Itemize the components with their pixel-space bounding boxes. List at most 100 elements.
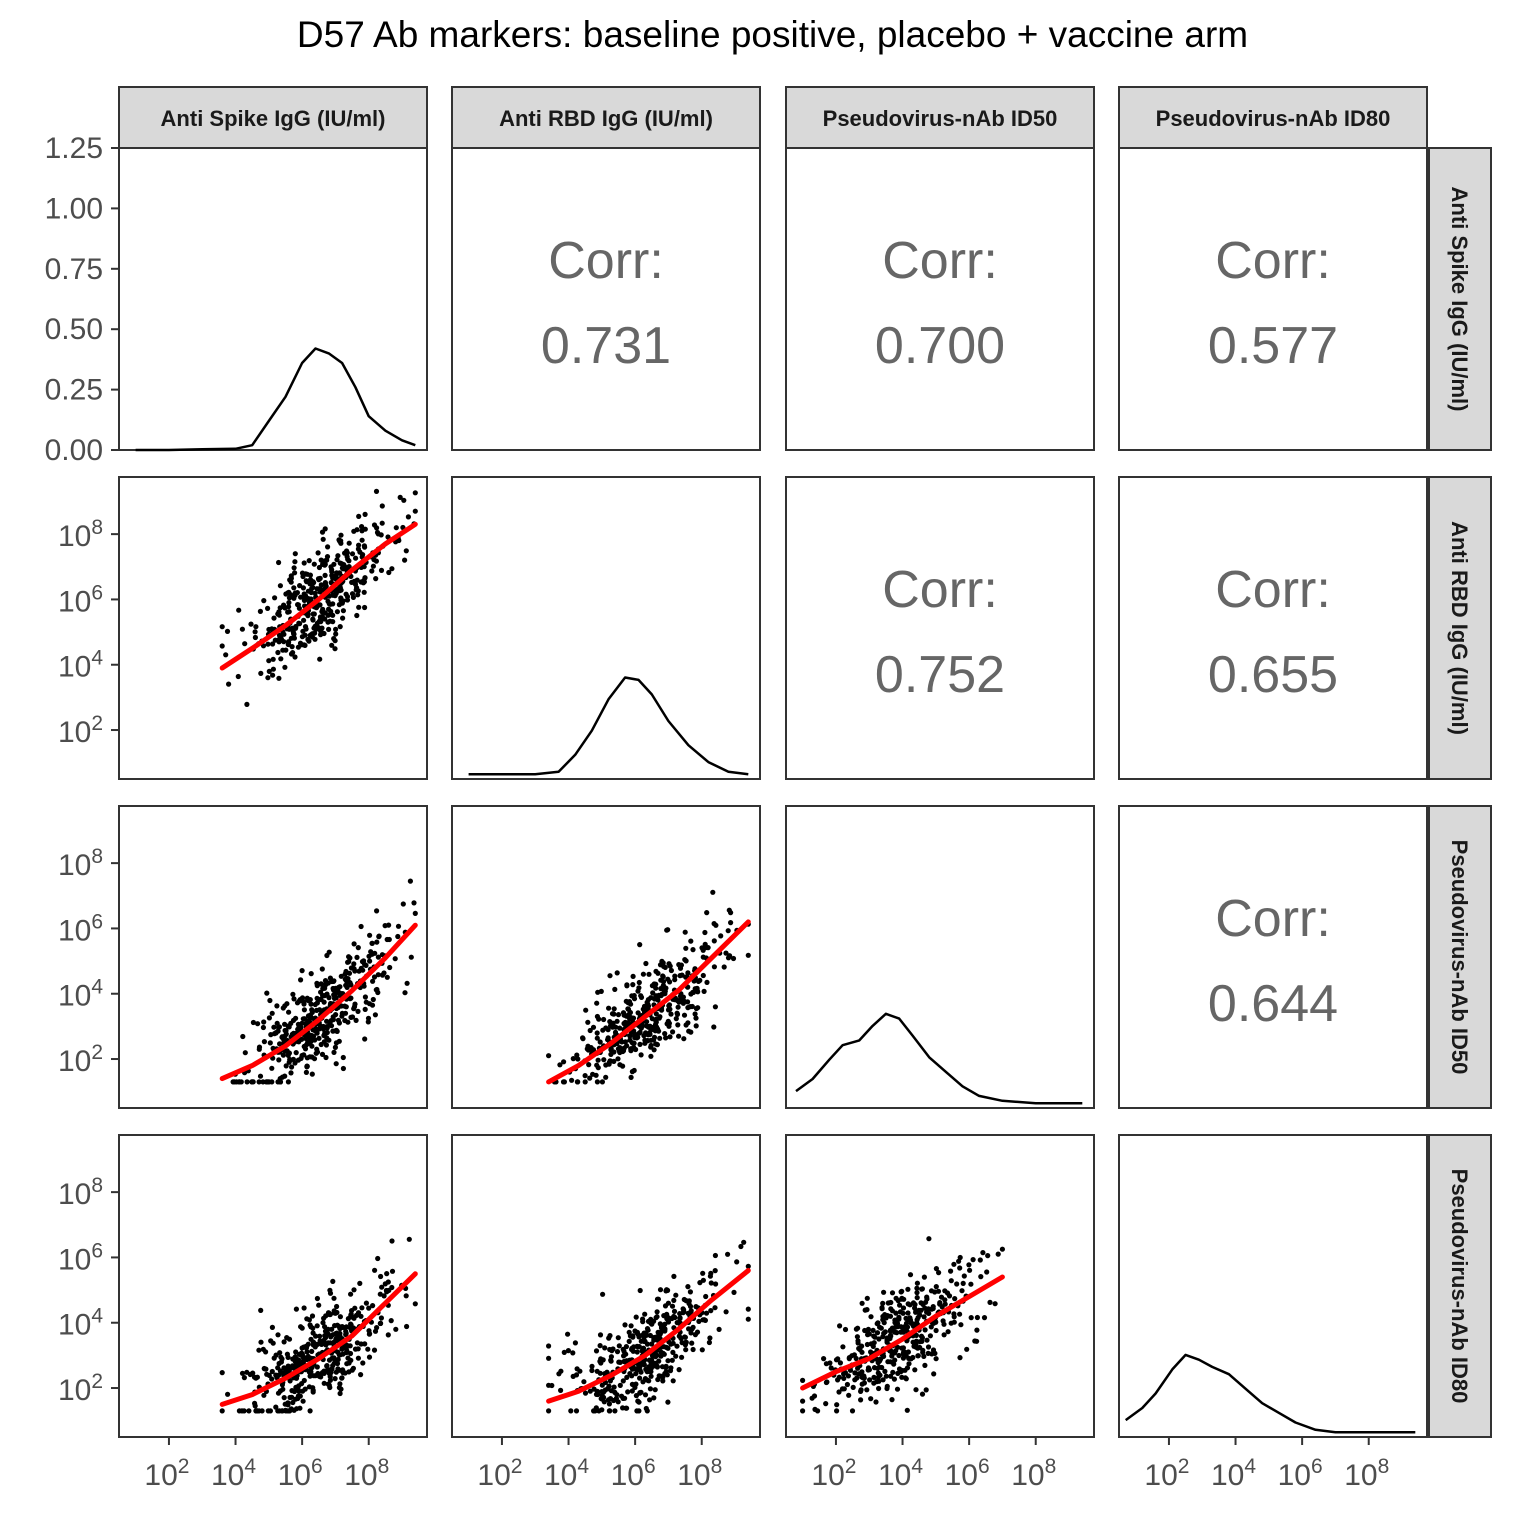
scatter-point-r3-c1 <box>622 1395 628 1401</box>
scatter-point-r1-c0 <box>309 634 315 640</box>
scatter-point-r3-c0 <box>363 1300 369 1306</box>
scatter-point-r2-c0 <box>351 941 357 947</box>
scatter-point-r2-c1 <box>583 1007 589 1013</box>
scatter-point-r2-c1 <box>650 990 656 996</box>
scatter-point-r3-c1 <box>670 1349 676 1355</box>
scatter-point-r3-c2 <box>912 1301 918 1308</box>
scatter-point-r2-c1 <box>651 1047 657 1053</box>
scatter-point-r3-c2 <box>875 1320 881 1326</box>
scatter-point-r3-c0 <box>219 1370 225 1376</box>
scatter-point-r2-c0 <box>293 1050 299 1056</box>
scatter-point-r3-c0 <box>327 1377 333 1383</box>
scatter-point-r3-c2 <box>868 1349 874 1355</box>
scatter-point-r3-c0 <box>300 1358 306 1364</box>
scatter-point-r2-c0 <box>362 1036 368 1042</box>
scatter-point-r3-c0 <box>366 1305 372 1311</box>
scatter-point-r2-c0 <box>273 1030 279 1036</box>
scatter-point-r2-c0 <box>340 1065 346 1072</box>
scatter-point-r3-c2 <box>985 1253 991 1259</box>
scatter-point-r3-c1 <box>716 1326 722 1332</box>
scatter-point-r2-c1 <box>594 1000 600 1006</box>
scatter-point-r3-c2 <box>865 1330 871 1336</box>
scatter-point-r1-c0 <box>389 566 395 572</box>
scatter-point-r2-c0 <box>351 966 357 972</box>
scatter-point-r3-c0 <box>225 1391 231 1397</box>
scatter-point-r2-c0 <box>325 980 331 986</box>
scatter-point-r1-c0 <box>338 595 344 601</box>
scatter-point-r3-c2 <box>891 1361 897 1367</box>
scatter-point-r2-c1 <box>685 1020 691 1026</box>
scatter-point-r3-c1 <box>600 1357 606 1363</box>
scatter-point-r2-c0 <box>404 980 410 986</box>
scatter-point-r2-c0 <box>276 1057 282 1063</box>
scatter-point-r3-c2 <box>974 1327 980 1333</box>
scatter-point-r1-c0 <box>257 608 263 615</box>
scatter-point-r2-c1 <box>648 1053 654 1059</box>
scatter-point-r3-c1 <box>662 1303 669 1309</box>
strip-right-0 <box>1428 147 1492 451</box>
x-tick-label: 108 <box>344 1455 389 1492</box>
scatter-point-r3-c1 <box>745 1263 751 1269</box>
scatter-point-r2-c1 <box>646 971 652 977</box>
scatter-point-r1-c0 <box>322 562 328 568</box>
scatter-point-r2-c0 <box>358 923 364 930</box>
scatter-point-r1-c0 <box>322 581 329 588</box>
scatter-point-r3-c1 <box>577 1368 583 1374</box>
scatter-point-r2-c0 <box>321 999 327 1005</box>
scatter-point-r3-c2 <box>957 1265 963 1271</box>
scatter-point-r1-c0 <box>379 520 385 526</box>
scatter-point-r3-c1 <box>679 1354 685 1360</box>
scatter-point-r2-c0 <box>326 995 332 1001</box>
scatter-point-r2-c0 <box>267 1040 273 1046</box>
scatter-point-r3-c2 <box>849 1408 856 1414</box>
fit-line-r3-c1 <box>546 1268 751 1404</box>
scatter-point-r2-c0 <box>333 1061 339 1067</box>
scatter-point-r3-c2 <box>858 1387 864 1393</box>
scatter-point-r2-c0 <box>323 1054 329 1061</box>
scatter-point-r3-c1 <box>642 1338 648 1344</box>
scatter-point-r1-c0 <box>311 580 317 586</box>
scatter-point-r1-c0 <box>278 636 284 642</box>
x-tick-label: 108 <box>1344 1455 1389 1492</box>
scatter-point-r2-c0 <box>351 1006 357 1012</box>
scatter-point-r2-c1 <box>626 999 633 1005</box>
scatter-point-r3-c0 <box>299 1345 305 1351</box>
scatter-point-r2-c1 <box>645 1001 651 1007</box>
scatter-point-r3-c1 <box>558 1387 564 1393</box>
scatter-point-r1-c0 <box>324 554 331 560</box>
scatter-point-r1-c0 <box>219 643 225 649</box>
scatter-point-r2-c0 <box>369 940 375 946</box>
scatter-point-r2-c1 <box>682 957 688 963</box>
scatter-point-r3-c2 <box>905 1310 911 1316</box>
scatter-point-r3-c2 <box>928 1324 934 1330</box>
scatter-point-r3-c1 <box>700 1277 707 1283</box>
scatter-point-r3-c1 <box>600 1291 606 1297</box>
y-tick-label: 104 <box>58 647 103 684</box>
scatter-point-r3-c1 <box>601 1389 607 1395</box>
scatter-point-r3-c0 <box>293 1384 299 1390</box>
scatter-point-r3-c0 <box>267 1408 273 1414</box>
scatter-point-r2-c1 <box>651 1027 657 1033</box>
scatter-point-r2-c1 <box>721 964 727 970</box>
scatter-point-r2-c0 <box>301 1001 307 1007</box>
scatter-point-r2-c1 <box>630 973 636 980</box>
scatter-point-r2-c1 <box>674 1010 680 1016</box>
scatter-point-r3-c2 <box>887 1313 894 1319</box>
scatter-point-r2-c1 <box>588 1045 594 1051</box>
scatter-point-r3-c2 <box>851 1352 858 1358</box>
density-tick-label: 0.75 <box>45 253 103 286</box>
scatter-point-r2-c0 <box>331 978 337 984</box>
scatter-point-r1-c0 <box>298 594 304 600</box>
scatter-point-r3-c1 <box>630 1333 636 1339</box>
scatter-point-r3-c2 <box>800 1398 806 1404</box>
scatter-point-r3-c2 <box>854 1334 861 1340</box>
scatter-point-r3-c1 <box>615 1399 621 1405</box>
scatter-point-r1-c0 <box>292 559 298 565</box>
scatter-point-r3-c2 <box>895 1324 901 1330</box>
scatter-point-r2-c1 <box>657 1035 663 1041</box>
scatter-point-r2-c0 <box>375 972 381 978</box>
scatter-point-r3-c1 <box>631 1365 637 1371</box>
scatter-point-r2-c1 <box>660 974 666 980</box>
scatter-point-r3-c2 <box>899 1367 905 1374</box>
scatter-point-r2-c1 <box>665 1018 671 1024</box>
